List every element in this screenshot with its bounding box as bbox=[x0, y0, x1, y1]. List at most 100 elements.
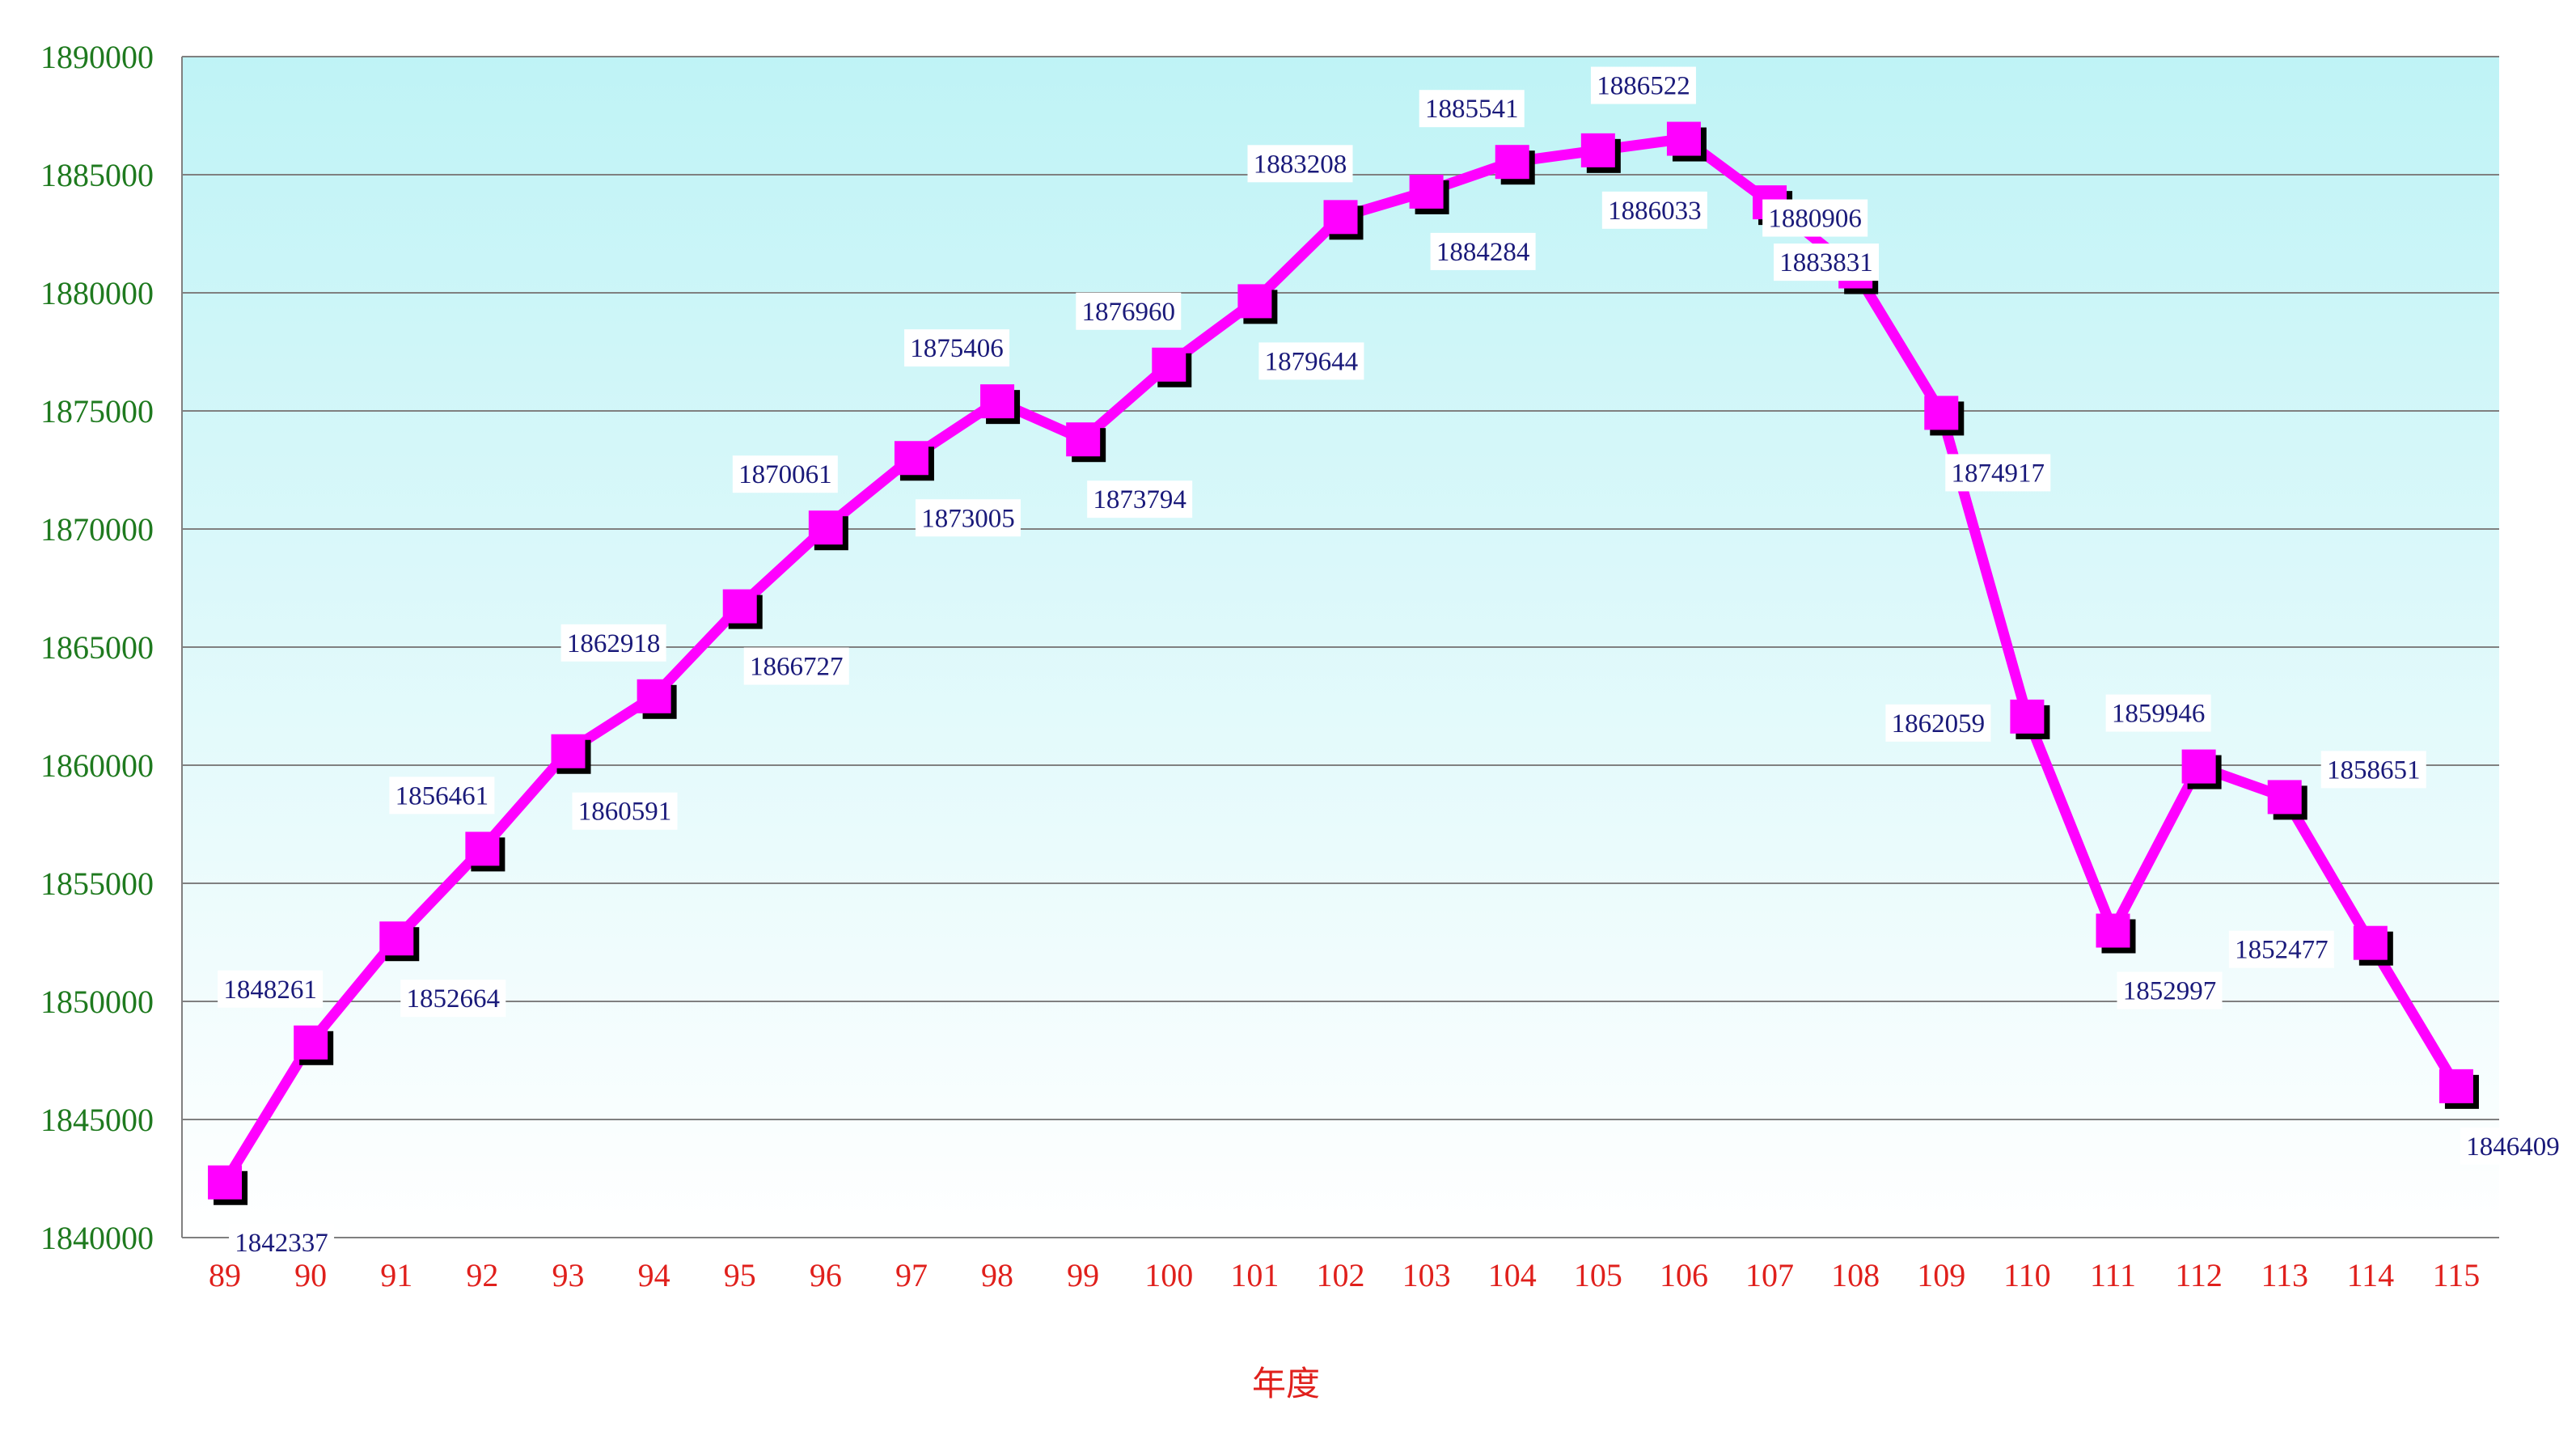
data-label: 1842337 bbox=[235, 1229, 328, 1258]
x-tick-label: 96 bbox=[810, 1257, 842, 1293]
data-point bbox=[1152, 347, 1186, 382]
data-label-bg bbox=[1258, 342, 1364, 380]
data-label: 1883208 bbox=[1254, 150, 1347, 179]
x-tick-label: 94 bbox=[638, 1257, 670, 1293]
x-tick-label: 115 bbox=[2433, 1257, 2481, 1293]
data-label-bg bbox=[218, 970, 324, 1008]
y-tick-label: 1855000 bbox=[40, 866, 154, 902]
data-point bbox=[465, 832, 500, 866]
data-label-bg bbox=[1076, 292, 1182, 330]
data-point bbox=[2096, 913, 2130, 948]
data-label-bg bbox=[400, 980, 506, 1018]
x-tick-label: 92 bbox=[466, 1257, 498, 1293]
y-tick-label: 1845000 bbox=[40, 1102, 154, 1138]
data-label: 1886033 bbox=[1608, 197, 1702, 226]
x-tick-label: 99 bbox=[1067, 1257, 1099, 1293]
data-label-bg bbox=[732, 455, 838, 493]
y-tick-label: 1850000 bbox=[40, 984, 154, 1020]
data-point bbox=[1924, 396, 1959, 430]
data-label: 1846409 bbox=[2466, 1132, 2560, 1162]
data-label: 1870061 bbox=[738, 460, 832, 489]
data-point bbox=[551, 734, 586, 768]
data-point bbox=[294, 1025, 328, 1060]
x-tick-label: 90 bbox=[294, 1257, 327, 1293]
data-label: 1862918 bbox=[567, 629, 661, 658]
y-tick-label: 1880000 bbox=[40, 275, 154, 311]
data-label-bg bbox=[1590, 66, 1696, 104]
data-label: 1866727 bbox=[750, 653, 844, 682]
data-label: 1873794 bbox=[1093, 485, 1186, 514]
data-point bbox=[2010, 699, 2045, 734]
data-label: 1862059 bbox=[1892, 709, 1986, 739]
x-tick-label: 95 bbox=[724, 1257, 756, 1293]
data-label: 1886522 bbox=[1597, 72, 1690, 101]
x-tick-label: 106 bbox=[1660, 1257, 1708, 1293]
x-tick-label: 91 bbox=[380, 1257, 412, 1293]
data-point bbox=[1409, 174, 1444, 209]
x-tick-label: 111 bbox=[2090, 1257, 2136, 1293]
data-point bbox=[1323, 200, 1358, 235]
data-label-bg bbox=[2460, 1127, 2565, 1165]
x-tick-label: 113 bbox=[2261, 1257, 2308, 1293]
x-tick-label: 105 bbox=[1574, 1257, 1622, 1293]
data-label-bg bbox=[1247, 145, 1353, 183]
data-label-bg bbox=[1774, 243, 1880, 281]
x-tick-label: 114 bbox=[2347, 1257, 2395, 1293]
data-point bbox=[1666, 121, 1701, 156]
y-tick-label: 1885000 bbox=[40, 157, 154, 193]
data-point bbox=[1066, 422, 1101, 457]
data-label: 1858651 bbox=[2327, 755, 2421, 785]
data-label-bg bbox=[1945, 454, 2051, 492]
markers-group bbox=[208, 121, 2479, 1205]
y-tick-label: 1860000 bbox=[40, 747, 154, 784]
data-label: 1859946 bbox=[2112, 700, 2206, 729]
data-label-bg bbox=[1601, 191, 1707, 229]
data-label: 1860591 bbox=[578, 798, 672, 827]
data-label: 1852477 bbox=[2235, 936, 2329, 965]
data-label-bg bbox=[229, 1223, 335, 1261]
data-label: 1852664 bbox=[407, 984, 501, 1014]
data-label: 1875406 bbox=[910, 334, 1004, 363]
x-axis: 89 90 91 92 93 94 95 96 97 98 99 100 101 102 103 104 105… bbox=[209, 1257, 2480, 1293]
data-label: 1874917 bbox=[1952, 459, 2045, 488]
x-tick-label: 101 bbox=[1230, 1257, 1279, 1293]
x-tick-label: 107 bbox=[1745, 1257, 1794, 1293]
data-point bbox=[2353, 925, 2388, 960]
data-label-bg bbox=[2117, 971, 2223, 1009]
data-point bbox=[894, 441, 928, 476]
data-label: 1856461 bbox=[395, 781, 489, 810]
data-labels-group: 1842337 1848261 1852664 1856461 1860591 18629… bbox=[218, 66, 2565, 1261]
data-label-bg bbox=[1762, 199, 1868, 237]
data-label: 1848261 bbox=[223, 976, 317, 1005]
x-axis-title: 年度 bbox=[1252, 1364, 1320, 1403]
x-tick-label: 110 bbox=[2003, 1257, 2051, 1293]
data-label-bg bbox=[560, 624, 666, 662]
data-point bbox=[2267, 780, 2302, 815]
x-tick-label: 109 bbox=[1917, 1257, 1965, 1293]
y-tick-label: 1840000 bbox=[40, 1220, 154, 1256]
y-axis: 1840000 1845000 1850000 1855000 1860000 18650… bbox=[40, 39, 154, 1256]
data-label-bg bbox=[2105, 694, 2211, 732]
data-label-bg bbox=[2320, 751, 2426, 789]
data-point bbox=[2181, 749, 2216, 784]
y-tick-label: 1870000 bbox=[40, 511, 154, 548]
data-label: 1885541 bbox=[1425, 95, 1519, 124]
x-tick-label: 104 bbox=[1488, 1257, 1537, 1293]
x-tick-label: 93 bbox=[552, 1257, 585, 1293]
x-tick-label: 97 bbox=[895, 1257, 928, 1293]
data-label-bg bbox=[915, 499, 1021, 537]
data-label: 1876960 bbox=[1082, 298, 1176, 327]
data-label-bg bbox=[1419, 90, 1525, 128]
data-point bbox=[1237, 284, 1272, 319]
data-point bbox=[208, 1165, 243, 1200]
data-label-bg bbox=[389, 777, 495, 815]
data-label: 1879644 bbox=[1265, 347, 1359, 376]
data-point bbox=[1580, 133, 1615, 167]
data-point bbox=[808, 510, 843, 545]
data-point bbox=[379, 921, 414, 956]
y-tick-label: 1865000 bbox=[40, 629, 154, 666]
data-label-bg bbox=[1087, 480, 1193, 518]
data-point bbox=[980, 384, 1015, 419]
data-label-bg bbox=[2228, 930, 2334, 968]
